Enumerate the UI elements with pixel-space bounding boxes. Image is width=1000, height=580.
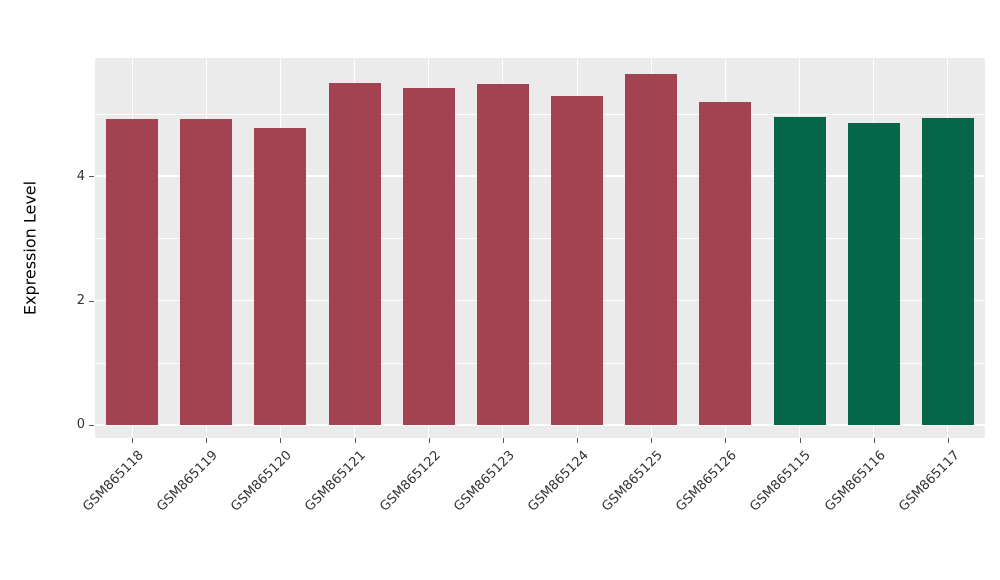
gridline-minor <box>95 113 985 115</box>
gridline-major <box>95 424 985 426</box>
y-tick-mark <box>89 424 94 426</box>
x-tick-label: GSM865119 <box>154 448 221 515</box>
y-tick-label: 0 <box>76 417 85 433</box>
bar-GSM865117 <box>921 118 974 425</box>
x-tick-mark <box>280 438 282 443</box>
bar-GSM865125 <box>625 74 678 425</box>
bar-GSM865120 <box>254 127 307 425</box>
x-tick-label: GSM865117 <box>895 448 963 515</box>
x-tick-label: GSM865125 <box>599 448 666 515</box>
x-tick-mark <box>651 438 653 443</box>
x-tick-label: GSM865121 <box>302 448 370 515</box>
y-axis-title: Expression Level <box>20 180 40 316</box>
bar-GSM865121 <box>328 82 381 425</box>
x-tick-label: GSM865115 <box>747 448 815 515</box>
x-tick-mark <box>873 438 875 443</box>
x-tick-label: GSM865123 <box>450 448 518 515</box>
bar-GSM865118 <box>106 118 159 425</box>
x-tick-label: GSM865122 <box>376 448 444 515</box>
x-tick-mark <box>577 438 579 443</box>
bar-GSM865124 <box>551 95 604 425</box>
x-tick-label: GSM865120 <box>228 448 296 515</box>
bar-GSM865122 <box>402 88 455 425</box>
y-tick-label: 2 <box>76 293 85 309</box>
bar-GSM865123 <box>476 84 529 425</box>
x-tick-mark <box>206 438 208 443</box>
x-tick-mark <box>947 438 949 443</box>
x-tick-mark <box>132 438 134 443</box>
x-tick-mark <box>428 438 430 443</box>
gridline-minor <box>95 238 985 240</box>
x-tick-mark <box>354 438 356 443</box>
bar-GSM865115 <box>773 117 826 425</box>
x-tick-label: GSM865126 <box>673 448 741 515</box>
gridline-major <box>95 175 985 177</box>
plot-area <box>95 58 985 438</box>
bar-GSM865126 <box>699 102 752 425</box>
x-tick-label: GSM865118 <box>80 448 147 515</box>
x-tick-mark <box>502 438 504 443</box>
x-tick-mark <box>725 438 727 443</box>
bar-GSM865119 <box>180 118 233 425</box>
x-tick-label: GSM865116 <box>821 448 889 515</box>
bar-GSM865116 <box>847 122 900 425</box>
gridline-minor <box>95 362 985 364</box>
y-tick-mark <box>89 176 94 178</box>
x-tick-mark <box>799 438 801 443</box>
gridline-major <box>95 299 985 302</box>
y-tick-mark <box>89 300 94 302</box>
x-tick-label: GSM865124 <box>525 448 592 515</box>
y-tick-label: 4 <box>76 168 85 184</box>
